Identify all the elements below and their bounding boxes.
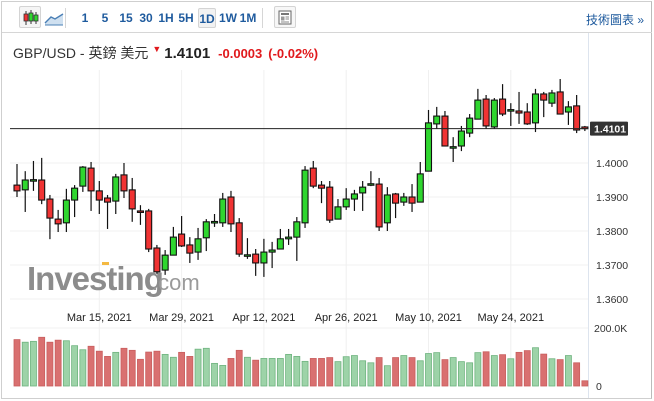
price-change: -0.0003 xyxy=(218,46,263,61)
toolbar-divider xyxy=(262,8,263,28)
timeframe-15[interactable]: 15 xyxy=(119,11,133,25)
candlestick-icon[interactable] xyxy=(19,6,41,28)
timeframe-1m[interactable]: 1M xyxy=(239,11,257,25)
chart-toolbar: 1 5 15 30 1H 5H 1D 1W 1M 技術圖表 » xyxy=(2,2,652,33)
toolbar-divider xyxy=(65,8,66,28)
down-arrow-icon: ▼ xyxy=(152,44,162,54)
technical-chart-link[interactable]: 技術圖表 » xyxy=(585,13,644,27)
instrument-name: GBP/USD - 英鎊 美元 xyxy=(13,45,149,61)
timeframe-30[interactable]: 30 xyxy=(139,11,153,25)
newspaper-icon[interactable] xyxy=(274,6,296,28)
timeframe-1[interactable]: 1 xyxy=(81,11,89,25)
timeframe-1w[interactable]: 1W xyxy=(219,11,237,25)
quote-header: GBP/USD - 英鎊 美元 ▼ 1.4101 -0.0003 (-0.02%) xyxy=(13,43,324,63)
timeframe-1d[interactable]: 1D xyxy=(198,8,216,28)
price-change-percent: (-0.02%) xyxy=(268,46,319,61)
timeframe-5[interactable]: 5 xyxy=(101,11,109,25)
line-chart-icon[interactable] xyxy=(43,6,65,28)
timeframe-1h[interactable]: 1H xyxy=(158,11,174,25)
timeframe-5h[interactable]: 5H xyxy=(178,11,194,25)
last-price: 1.4101 xyxy=(164,45,211,62)
